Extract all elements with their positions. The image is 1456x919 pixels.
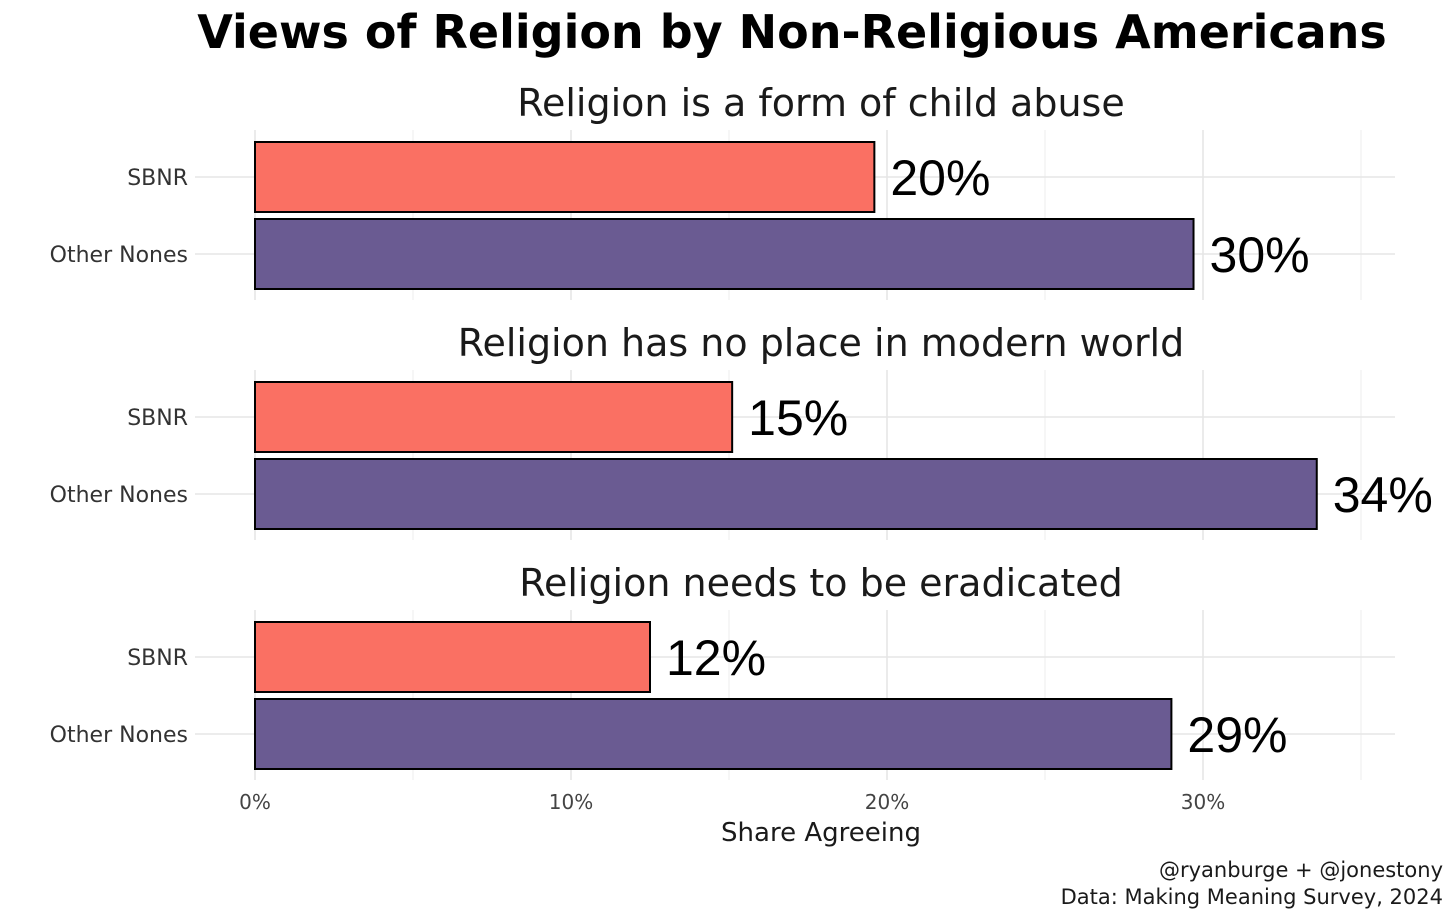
facet-3: Religion needs to be eradicated SBNR 12% Ot…: [50, 561, 1395, 780]
value-label: 30%: [1210, 227, 1310, 283]
facet-1: Religion is a form of child abuse SBNR 20%…: [50, 81, 1395, 300]
category-label: Other Nones: [50, 243, 188, 268]
x-tick-label: 30%: [1181, 790, 1225, 814]
x-tick-label: 0%: [239, 790, 271, 814]
category-label: Other Nones: [50, 723, 188, 748]
facet-title: Religion is a form of child abuse: [517, 81, 1124, 125]
x-axis-title: Share Agreeing: [721, 818, 921, 848]
x-tick-label: 20%: [865, 790, 909, 814]
bar-sbnr: [254, 621, 651, 693]
value-label: 20%: [890, 150, 990, 206]
value-label: 15%: [748, 390, 848, 446]
x-tick-label: 10%: [549, 790, 593, 814]
bar-sbnr: [254, 141, 876, 213]
x-axis: 0% 10% 20% 30%: [239, 790, 1225, 814]
caption-source: Data: Making Meaning Survey, 2024: [1061, 885, 1443, 909]
category-label: SBNR: [127, 646, 188, 671]
facets: Religion is a form of child abuse SBNR 20%…: [50, 81, 1433, 780]
chart-title: Views of Religion by Non-Religious Ameri…: [197, 5, 1387, 59]
value-label: 12%: [666, 630, 766, 686]
bar-other-nones: [254, 698, 1173, 770]
value-label: 34%: [1333, 467, 1433, 523]
facet-title: Religion has no place in modern world: [458, 321, 1185, 365]
category-label: SBNR: [127, 406, 188, 431]
category-label: Other Nones: [50, 483, 188, 508]
bar-sbnr: [254, 381, 734, 453]
bar-other-nones: [254, 458, 1318, 530]
category-label: SBNR: [127, 166, 188, 191]
caption-credit: @ryanburge + @jonestony: [1159, 858, 1443, 882]
facet-title: Religion needs to be eradicated: [519, 561, 1122, 605]
bar-other-nones: [254, 218, 1195, 290]
facet-2: Religion has no place in modern world SBN…: [50, 321, 1433, 540]
value-label: 29%: [1187, 707, 1287, 763]
